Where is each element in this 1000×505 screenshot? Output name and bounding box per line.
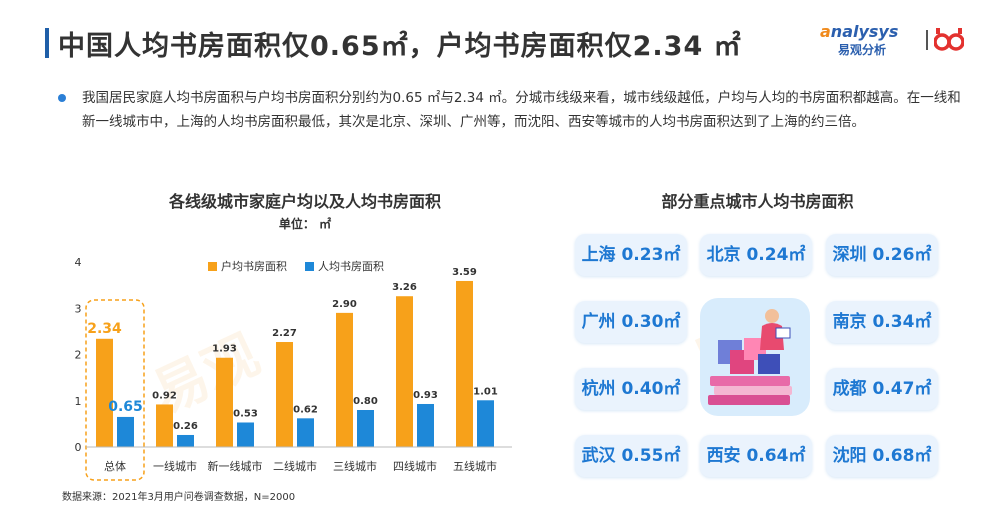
city-card: 成都 0.47㎡: [826, 368, 938, 410]
data-label: 3.26: [392, 282, 417, 293]
data-label: 2.90: [332, 299, 357, 310]
chart-legend: 户均书房面积 人均书房面积: [208, 258, 384, 274]
legend-swatch-orange: [208, 261, 217, 271]
x-tick-label: 五线城市: [453, 459, 497, 473]
city-card: 南京 0.34㎡: [826, 301, 938, 343]
city-card: 杭州 0.40㎡: [575, 368, 687, 410]
data-label: 0.65: [108, 399, 143, 415]
chart-unit: 单位： ㎡: [278, 217, 332, 231]
data-label: 0.93: [413, 390, 438, 401]
legend-item: 户均书房面积: [208, 258, 287, 274]
city-card: 广州 0.30㎡: [575, 301, 687, 343]
data-label: 1.01: [473, 386, 498, 397]
bar-household: [216, 357, 233, 447]
data-label: 0.80: [353, 396, 378, 407]
summary-paragraph: 我国居民家庭人均书房面积与户均书房面积分别约为0.65 ㎡与2.34 ㎡。分城市…: [82, 90, 961, 130]
legend-label: 户均书房面积: [221, 260, 287, 273]
legend-label: 人均书房面积: [318, 260, 384, 273]
x-tick-label: 新一线城市: [208, 459, 263, 473]
legend-swatch-blue: [305, 261, 314, 271]
y-tick-label: 1: [75, 395, 82, 408]
x-tick-label: 四线城市: [393, 459, 437, 473]
bar-household: [396, 296, 413, 447]
y-tick-label: 0: [75, 441, 82, 454]
y-tick-label: 3: [75, 302, 82, 315]
bullet-dot: [58, 94, 66, 102]
bar-household: [96, 338, 113, 447]
bar-per-capita: [297, 418, 314, 447]
legend-item: 人均书房面积: [305, 258, 384, 274]
data-label: 3.59: [452, 267, 477, 278]
highlight-box: [85, 299, 145, 481]
books-illustration: [700, 298, 810, 416]
data-label: 0.92: [152, 390, 177, 401]
x-tick-label: 三线城市: [333, 459, 377, 473]
x-tick-label: 总体: [104, 459, 126, 473]
y-tick-label: 2: [75, 349, 82, 362]
bar-per-capita: [477, 400, 494, 447]
bar-per-capita: [117, 416, 134, 447]
bar-per-capita: [417, 403, 434, 447]
data-label: 2.27: [272, 328, 297, 339]
data-label: 0.53: [233, 408, 258, 419]
bar-per-capita: [237, 422, 254, 447]
y-tick-label: 4: [75, 256, 82, 269]
analysys-logo-cn: 易观分析: [838, 43, 887, 57]
bar-household: [276, 342, 293, 447]
bar-chart: 0 1 2 3 4 2.34 0.65 总体 0.92 0.26 一线城市 1.93 0.53 新一线城市…: [75, 256, 512, 481]
x-tick-label: 一线城市: [153, 459, 197, 473]
bar-household: [156, 404, 173, 447]
city-card: 北京 0.24㎡: [700, 234, 812, 276]
x-tick-label: 二线城市: [273, 459, 317, 473]
bar-per-capita: [357, 410, 374, 447]
data-source-note: 数据来源：2021年3月用户问卷调查数据，N=2000: [62, 492, 296, 503]
city-card: 上海 0.23㎡: [575, 234, 687, 276]
city-card: 西安 0.64㎡: [700, 435, 812, 477]
bar-household: [336, 312, 353, 447]
brand-logo: analysys 易观分析: [820, 22, 980, 62]
bar-per-capita: [177, 434, 194, 447]
city-panel-title: 部分重点城市人均书房面积: [661, 192, 854, 211]
data-label: 2.34: [87, 321, 122, 337]
logo-divider: [926, 30, 928, 50]
analysys-logo-text: analysys: [820, 22, 899, 41]
city-card: 沈阳 0.68㎡: [826, 435, 938, 477]
data-label: 0.62: [293, 404, 318, 415]
books-reading-icon: [708, 309, 792, 405]
data-label: 0.26: [173, 421, 198, 432]
title-accent-bar: [45, 28, 49, 58]
dangdang-logo-icon: [934, 28, 964, 51]
city-card: 深圳 0.26㎡: [826, 234, 938, 276]
chart-title: 各线级城市家庭户均以及人均书房面积: [168, 192, 441, 211]
data-label: 1.93: [212, 344, 237, 355]
bar-household: [456, 280, 473, 447]
page-title: 中国人均书房面积仅0.65㎡，户均书房面积仅2.34 ㎡: [58, 31, 742, 62]
city-card: 武汉 0.55㎡: [575, 435, 687, 477]
